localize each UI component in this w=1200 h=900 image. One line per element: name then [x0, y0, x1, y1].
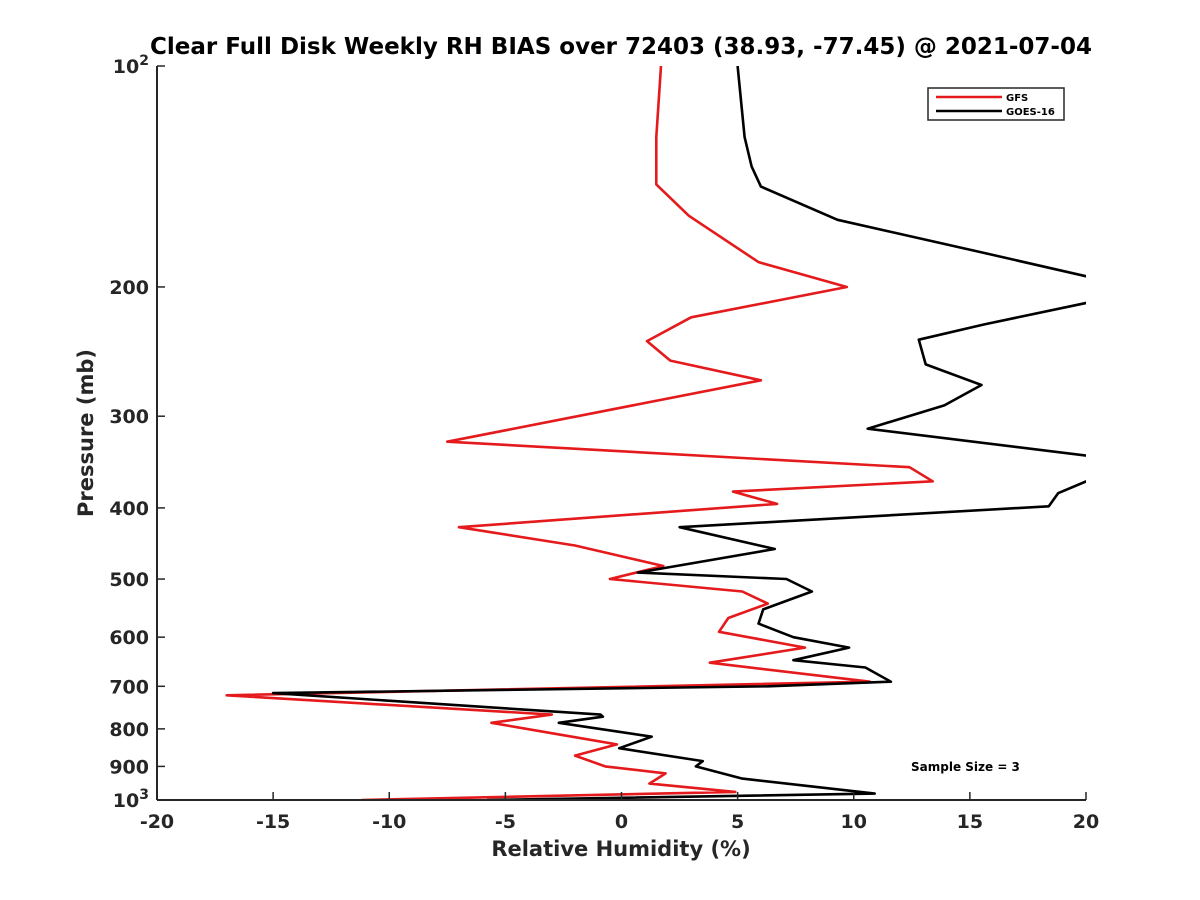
legend: GFS GOES-16 [927, 87, 1065, 121]
y-tick-label: 500 [109, 569, 149, 591]
y-tick-label: 400 [109, 498, 149, 520]
y-axis-label: Pressure (mb) [74, 349, 98, 517]
y-tick-label: 900 [109, 756, 149, 778]
y-tick-label: 600 [109, 627, 149, 649]
x-tick-label: 10 [841, 811, 867, 833]
x-tick-label: 20 [1073, 811, 1099, 833]
y-tick-label: 102 [113, 53, 149, 78]
chart-title: Clear Full Disk Weekly RH BIAS over 7240… [150, 34, 1092, 60]
legend-label-gfs: GFS [1006, 93, 1028, 104]
x-tick-label: 5 [731, 811, 744, 833]
y-tick-label: 700 [109, 676, 149, 698]
y-tick-label: 800 [109, 719, 149, 741]
y-tick-group: 102 200 300 400 500 600 700 800 900 103 [109, 53, 165, 812]
legend-box [927, 87, 1065, 121]
x-tick-label: 15 [957, 811, 983, 833]
legend-label-goes16: GOES-16 [1006, 107, 1055, 118]
x-tick-label: -5 [495, 811, 516, 833]
x-tick-label: -20 [140, 811, 174, 833]
y-tick-label: 103 [113, 787, 149, 812]
y-tick-label: 200 [109, 277, 149, 299]
x-tick-label: 0 [615, 811, 628, 833]
series-line-gfs [225, 66, 935, 800]
series-line-goes16 [271, 66, 1086, 800]
x-axis-label: Relative Humidity (%) [491, 837, 750, 861]
x-tick-label: -15 [256, 811, 290, 833]
x-tick-group: -20 -15 -10 -5 0 5 10 15 20 [140, 792, 1099, 833]
series-layer [225, 66, 1086, 800]
sample-size-annotation: Sample Size = 3 [911, 760, 1020, 774]
y-tick-label: 300 [109, 406, 149, 428]
x-tick-label: -10 [372, 811, 406, 833]
